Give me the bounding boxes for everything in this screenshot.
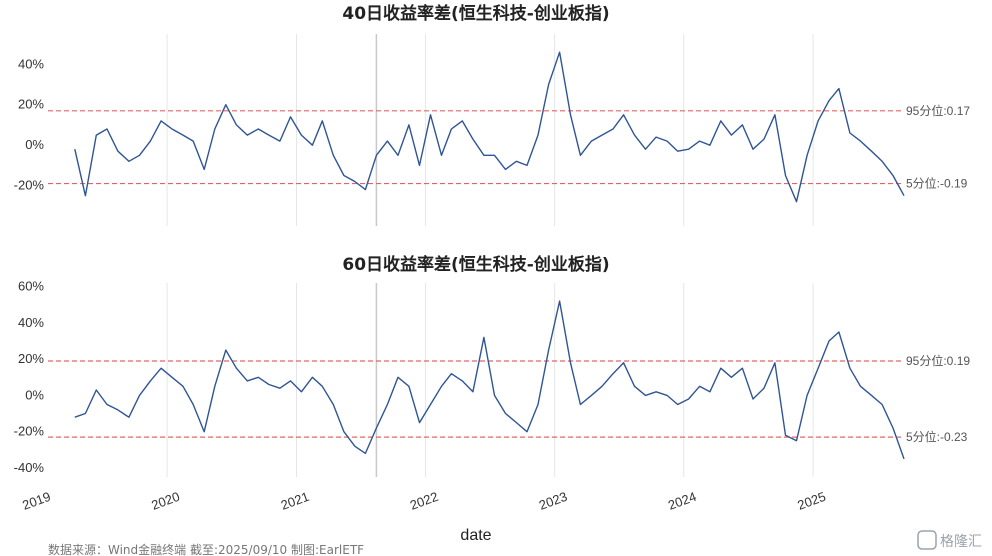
threshold-label: 5分位:-0.19 bbox=[906, 176, 968, 191]
y-tick-label: -20% bbox=[14, 424, 45, 439]
threshold-label: 5分位:-0.23 bbox=[906, 429, 968, 444]
y-tick-label: 40% bbox=[18, 315, 44, 330]
x-tick-label: 2021 bbox=[279, 489, 311, 513]
panel-40day-yticks: -20% 0% 20% 40% bbox=[14, 56, 45, 192]
y-tick-label: -20% bbox=[14, 178, 45, 193]
y-tick-label: 60% bbox=[18, 279, 44, 294]
x-tick-label: 2025 bbox=[795, 489, 827, 513]
panel-40day: 95分位:0.17 5分位:-0.19 -20% 0% 20% 40% 40日收益率差(… bbox=[14, 3, 970, 226]
panel-60day-title: 60日收益率差(恒生科技-创业板指) bbox=[342, 254, 609, 275]
y-tick-label: 0% bbox=[25, 137, 44, 152]
x-tick-label: 2024 bbox=[666, 489, 698, 513]
data-source-note: 数据来源：Wind金融终端 截至:2025/09/10 制图:EarlETF bbox=[48, 542, 364, 556]
panel-40day-title: 40日收益率差(恒生科技-创业板指) bbox=[342, 3, 609, 24]
x-tick-label: 2023 bbox=[537, 489, 569, 513]
y-tick-label: 20% bbox=[18, 351, 44, 366]
y-tick-label: 0% bbox=[25, 387, 44, 402]
y-tick-label: 20% bbox=[18, 97, 44, 112]
series-line bbox=[74, 51, 905, 203]
panel-40day-thresholds: 95分位:0.17 5分位:-0.19 bbox=[48, 103, 970, 191]
panel-60day: 95分位:0.19 5分位:-0.23 -40% -20% 0% 20% 40% 60% 2… bbox=[14, 254, 971, 544]
watermark: 格隆汇 bbox=[917, 530, 982, 550]
watermark-text: 格隆汇 bbox=[940, 534, 982, 550]
panel-60day-xticks: 2019 2020 2021 2022 2023 2024 2025 bbox=[20, 489, 827, 513]
series-line bbox=[74, 300, 905, 460]
panel-60day-yticks: -40% -20% 0% 20% 40% 60% bbox=[14, 279, 45, 475]
panel-60day-thresholds: 95分位:0.19 5分位:-0.23 bbox=[48, 353, 970, 444]
x-tick-label: 2020 bbox=[149, 489, 181, 513]
threshold-label: 95分位:0.17 bbox=[906, 103, 970, 118]
y-tick-label: 40% bbox=[18, 56, 44, 71]
y-tick-label: -40% bbox=[14, 460, 45, 475]
threshold-label: 95分位:0.19 bbox=[906, 353, 970, 368]
x-axis-label: date bbox=[460, 527, 491, 544]
watermark-logo-icon bbox=[917, 530, 937, 550]
panel-40day-series bbox=[74, 51, 905, 203]
panel-40day-background bbox=[48, 34, 904, 226]
x-tick-label: 2022 bbox=[408, 489, 440, 513]
x-tick-label: 2019 bbox=[20, 489, 52, 513]
panel-60day-series bbox=[74, 300, 905, 460]
